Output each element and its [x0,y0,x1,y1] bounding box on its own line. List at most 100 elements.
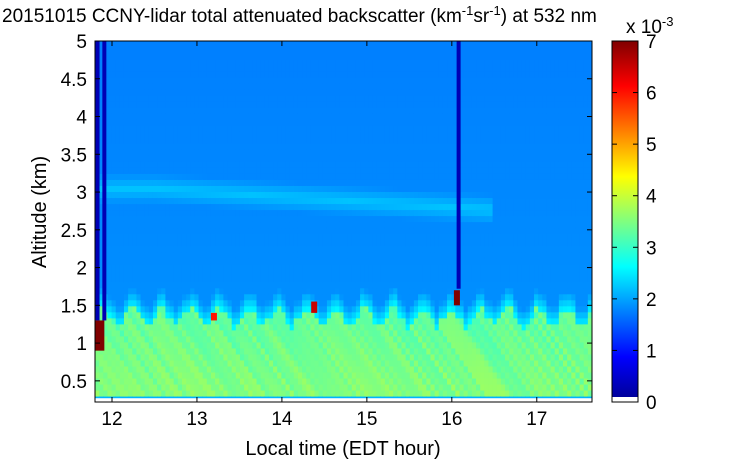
heatmap-cell [347,317,353,325]
heatmap-cell [198,185,204,193]
heatmap-cell [140,119,146,126]
heatmap-cell [223,323,229,331]
heatmap-cell [372,389,378,397]
heatmap-cell [413,155,419,162]
heatmap-cell [343,353,349,361]
heatmap-cell [397,179,403,186]
heatmap-cell [302,107,307,114]
heatmap-cell [111,293,117,301]
heatmap-cell [384,53,390,60]
heatmap-cell [111,41,117,48]
heatmap-cell [186,311,191,319]
heatmap-cell [115,65,121,72]
heatmap-cell [335,179,340,186]
heatmap-cell [256,101,262,108]
heatmap-cell [181,155,187,162]
heatmap-cell [409,101,415,108]
heatmap-cell [297,389,303,397]
heatmap-cell [119,155,125,162]
heatmap-cell [177,263,183,271]
heatmap-cell [111,161,117,168]
heatmap-cell [256,341,262,349]
heatmap-cell [186,275,191,283]
heatmap-cell [326,197,332,205]
heatmap-cell [318,197,324,205]
heatmap-cell [413,389,419,397]
heatmap-cell [173,47,179,54]
heatmap-cell [351,161,357,168]
heatmap-cell [368,251,374,259]
heatmap-cell [268,167,274,174]
heatmap-cell [326,95,332,102]
heatmap-cell [322,149,328,156]
heatmap-cell [239,143,245,150]
heatmap-cell [115,281,121,289]
heatmap-cell [360,101,365,108]
heatmap-cell [235,161,241,168]
heatmap-cell [389,209,394,217]
heatmap-cell [186,179,191,186]
heatmap-cell [409,293,415,301]
heatmap-cell [405,221,411,229]
heatmap-cell [136,299,142,307]
heatmap-cell [107,191,113,199]
heatmap-cell [413,161,419,168]
heatmap-cell [289,353,295,361]
heatmap-cell [235,125,241,132]
heatmap-cell [119,323,125,331]
heatmap-cell [289,59,295,66]
heatmap-cell [235,215,241,223]
heatmap-cell [397,113,403,120]
heatmap-cell [347,389,353,397]
heatmap-cell [157,347,162,355]
heatmap-cell [227,161,233,168]
heatmap-cell [119,215,125,223]
heatmap-cell [215,119,220,126]
heatmap-cell [268,131,274,138]
heatmap-cell [210,329,216,337]
heatmap-cell [219,155,224,162]
heatmap-cell [198,95,204,102]
heatmap-cell [264,155,270,162]
heatmap-cell [413,203,419,211]
heatmap-cell [264,143,270,150]
heatmap-cell [227,197,233,205]
heatmap-cell [268,137,274,144]
heatmap-cell [430,77,436,84]
heatmap-cell [219,215,224,223]
heatmap-cell [384,305,390,313]
heatmap-cell [128,137,133,144]
heatmap-cell [277,65,282,72]
heatmap-cell [368,299,374,307]
heatmap-cell [99,107,104,114]
heatmap-cell [310,317,316,325]
heatmap-cell [364,359,369,367]
heatmap-cell [380,221,386,229]
heatmap-cell [293,197,299,205]
heatmap-cell [426,359,432,367]
heatmap-cell [202,95,208,102]
heatmap-cell [326,317,332,325]
heatmap-cell [277,59,282,66]
heatmap-cell [293,65,299,72]
heatmap-cell [426,149,432,156]
heatmap-cell [364,173,369,180]
heatmap-cell [157,41,162,48]
heatmap-cell [140,59,146,66]
heatmap-cell [107,209,113,217]
heatmap-cell [202,89,208,96]
heatmap-cell [202,347,208,355]
heatmap-cell [140,137,146,144]
heatmap-cell [136,263,142,271]
heatmap-cell [347,155,353,162]
heatmap-cell [244,359,249,367]
heatmap-cell [202,227,208,235]
heatmap-cell [293,335,299,343]
heatmap-cell [165,47,171,54]
heatmap-cell [157,251,162,259]
heatmap-cell [281,317,287,325]
heatmap-cell [206,389,212,397]
heatmap-cell [202,125,208,132]
heatmap-cell [173,137,179,144]
heatmap-cell [397,305,403,313]
